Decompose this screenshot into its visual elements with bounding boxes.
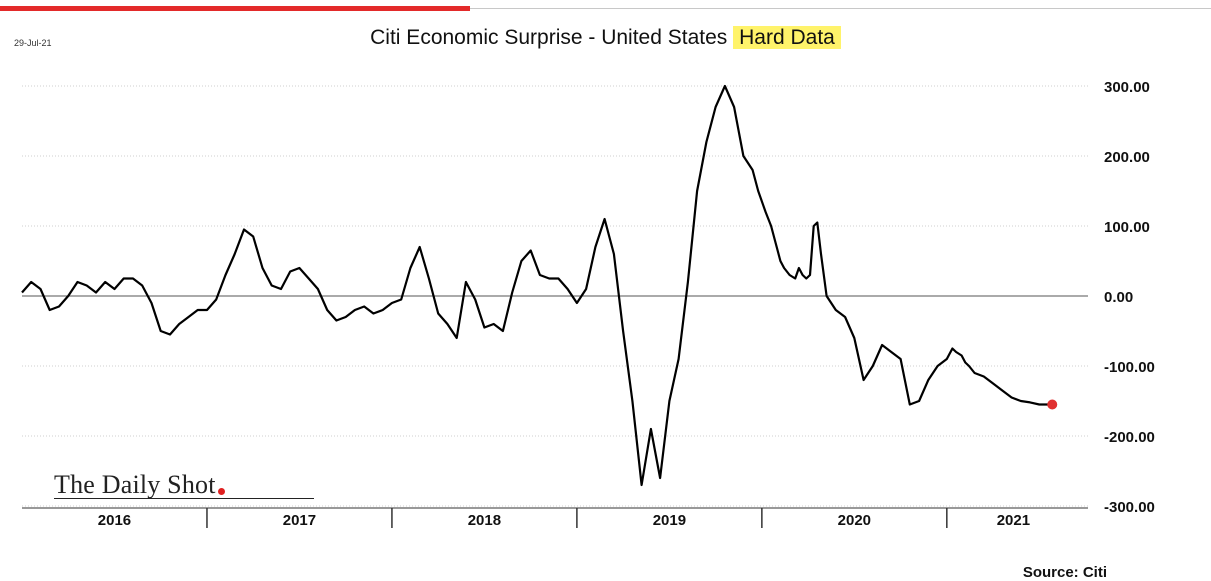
y-tick-label: 300.00	[1104, 79, 1150, 96]
top-rule	[0, 8, 1211, 9]
x-year-label: 2021	[997, 512, 1030, 529]
last-point-marker	[1047, 399, 1058, 410]
daily-shot-logo: The Daily Shot	[54, 470, 225, 500]
logo-dot-icon	[217, 488, 225, 495]
chart-date: 29-Jul-21	[14, 38, 52, 48]
source-note: Source: Citi	[1022, 564, 1107, 581]
chart-title-highlight: Hard Data	[733, 26, 841, 49]
chart-title: Citi Economic Surprise - United States H…	[0, 26, 1211, 50]
y-tick-label: -100.00	[1104, 359, 1155, 376]
x-year-label: 2016	[98, 512, 131, 529]
y-tick-label: -300.00	[1104, 499, 1155, 516]
top-accent-bar	[0, 6, 470, 11]
x-year-label: 2019	[653, 512, 686, 529]
logo-text: The Daily Shot	[54, 470, 216, 499]
series-line	[21, 84, 1053, 487]
x-year-label: 2020	[838, 512, 871, 529]
y-tick-label: 100.00	[1104, 219, 1150, 236]
chart-title-main: Citi Economic Surprise - United States	[370, 26, 728, 49]
x-year-label: 2017	[283, 512, 316, 529]
logo-underline	[54, 498, 314, 499]
y-tick-label: -200.00	[1104, 429, 1155, 446]
y-tick-label: 0.00	[1104, 289, 1133, 306]
x-year-label: 2018	[468, 512, 501, 529]
y-tick-label: 200.00	[1104, 149, 1150, 166]
